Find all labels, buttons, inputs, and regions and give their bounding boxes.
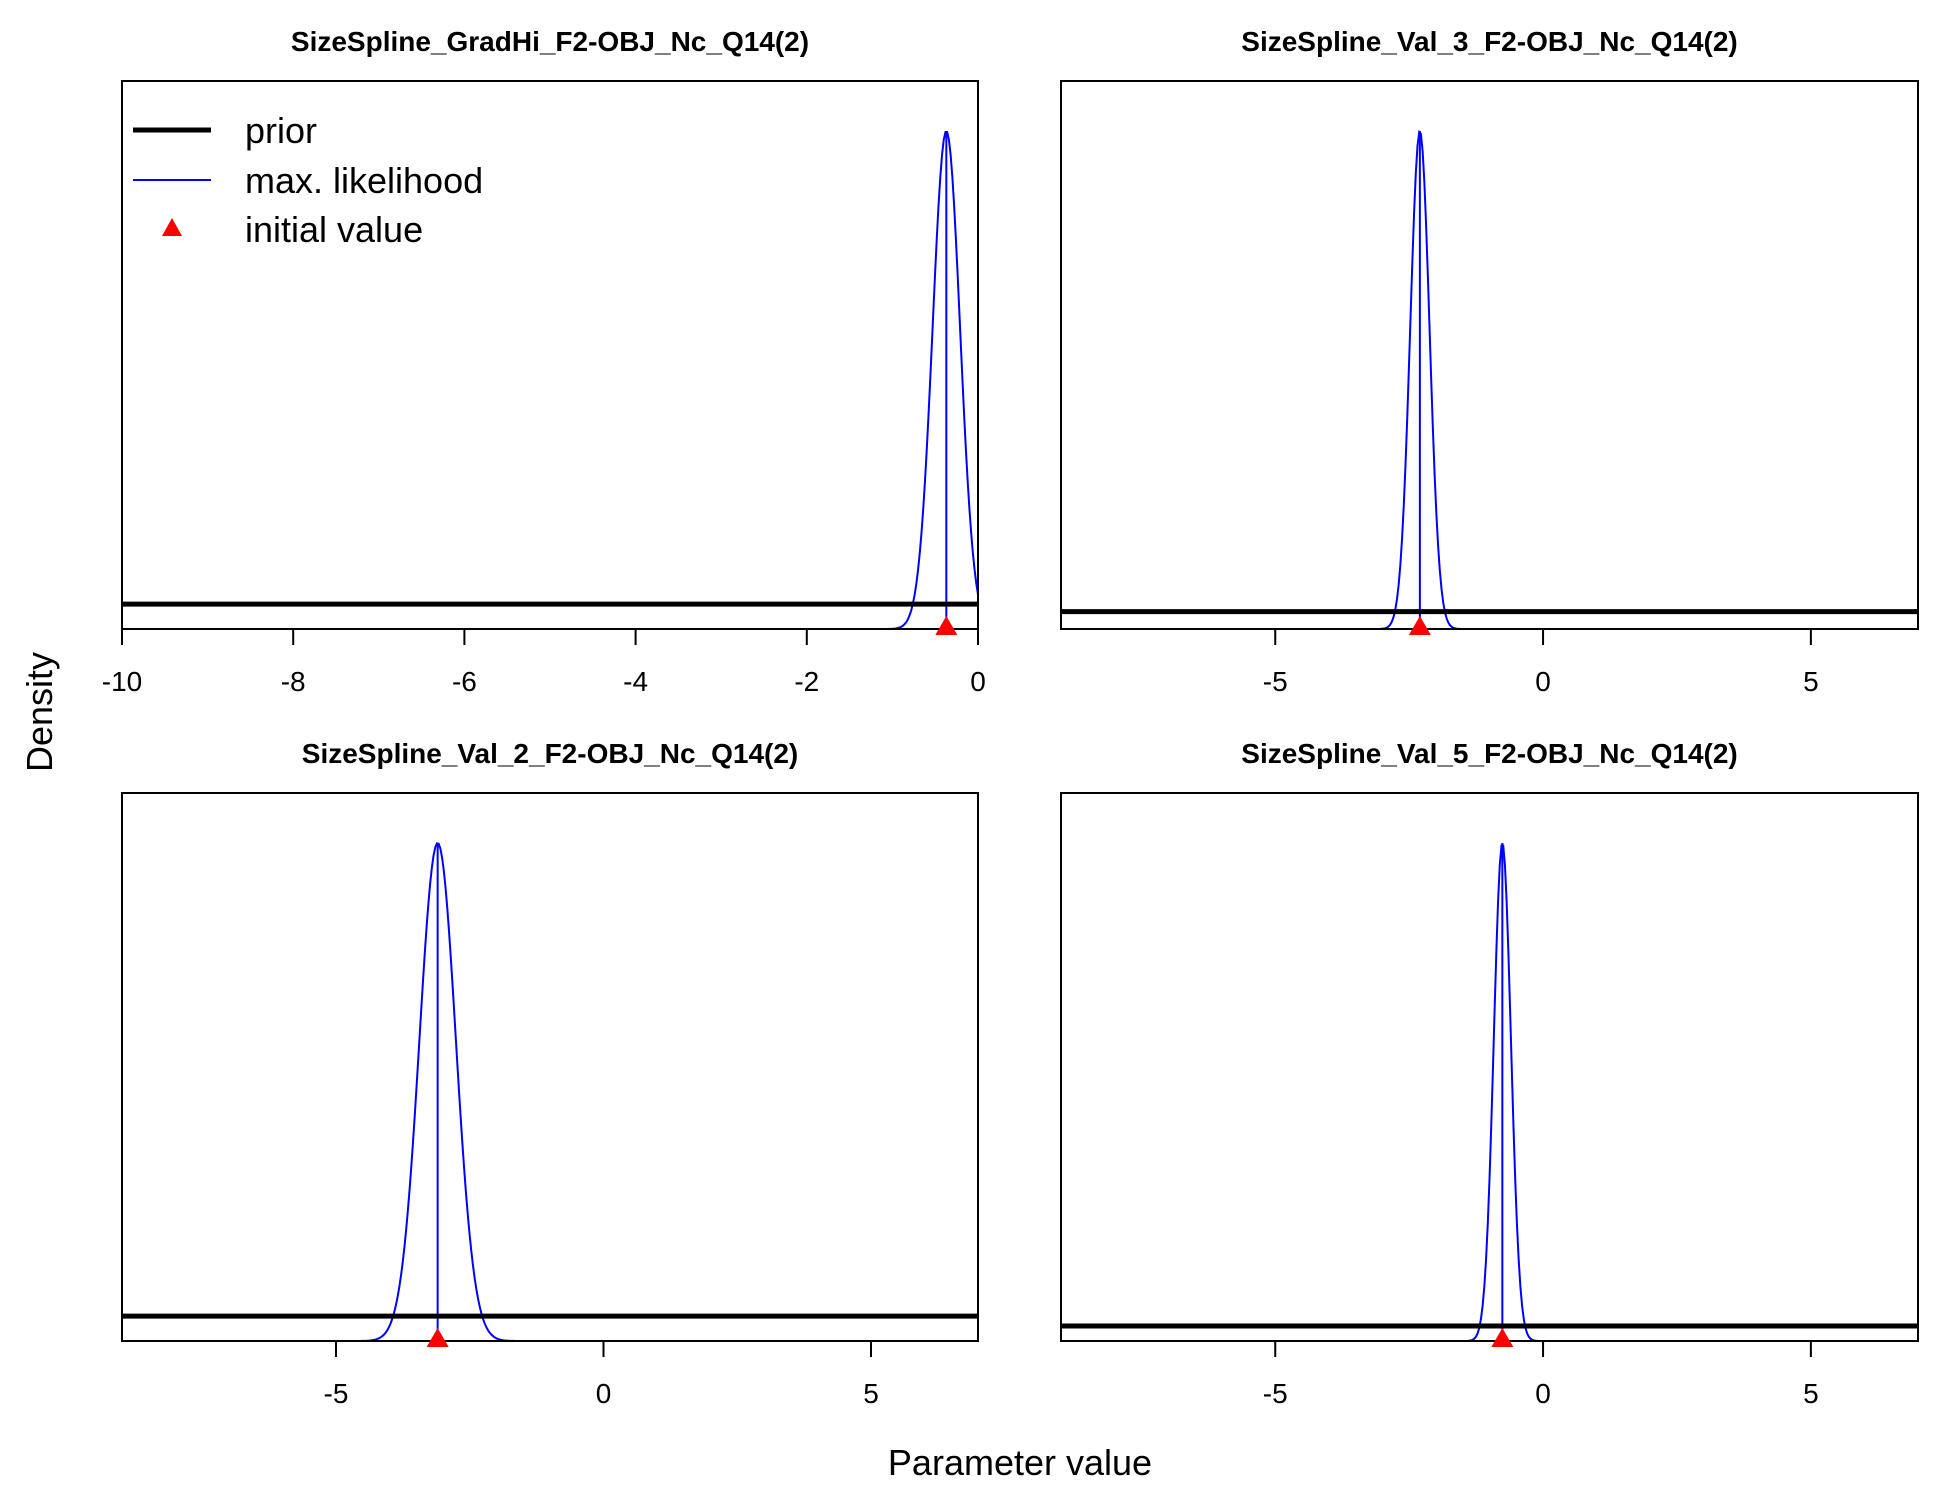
panels: SizeSpline_GradHi_F2-OBJ_Nc_Q14(2) -10 -8 -… — [102, 26, 1919, 1409]
legend-entry-2: max. likelihood — [133, 160, 483, 201]
x-tick-label: -6 — [452, 666, 477, 697]
x-tick-label: -5 — [1263, 666, 1288, 697]
x-tick-label: -5 — [324, 1378, 349, 1409]
x-tick-label: 0 — [970, 666, 986, 697]
x-tick-label: 0 — [1535, 1378, 1551, 1409]
panel-title: SizeSpline_GradHi_F2-OBJ_Nc_Q14(2) — [291, 26, 809, 57]
mle-density-curve — [122, 842, 978, 1341]
mle-density-curve — [1061, 844, 1918, 1341]
x-axis-title: Parameter value — [888, 1442, 1152, 1483]
panel-title: SizeSpline_Val_5_F2-OBJ_Nc_Q14(2) — [1241, 738, 1737, 769]
initial-value-marker — [1408, 616, 1431, 635]
plot-frame — [121, 792, 979, 1342]
initial-value-marker — [935, 616, 958, 635]
x-tick-label: -5 — [1263, 1378, 1288, 1409]
panel-3: SizeSpline_Val_2_F2-OBJ_Nc_Q14(2) -5 0 5 — [121, 738, 979, 1409]
legend-label: max. likelihood — [245, 160, 483, 201]
mle-density-curve — [1061, 129, 1918, 629]
initial-value-marker — [1491, 1328, 1514, 1347]
legend-entry-3: initial value — [162, 209, 423, 250]
mle-density-curve — [122, 130, 978, 629]
panel-2: SizeSpline_Val_3_F2-OBJ_Nc_Q14(2) -5 0 5 — [1060, 26, 1919, 697]
x-tick-label: -2 — [794, 666, 819, 697]
y-axis-title: Density — [19, 652, 60, 772]
x-tick-label: 0 — [596, 1378, 612, 1409]
plot-frame — [1060, 792, 1919, 1342]
panel-4: SizeSpline_Val_5_F2-OBJ_Nc_Q14(2) -5 0 5 — [1060, 738, 1919, 1409]
x-tick-label: -10 — [102, 666, 142, 697]
x-tick-label: 5 — [1803, 666, 1819, 697]
legend-label: initial value — [245, 209, 423, 250]
plot-frame — [121, 80, 979, 630]
panel-1: SizeSpline_GradHi_F2-OBJ_Nc_Q14(2) -10 -8 -… — [102, 26, 986, 697]
x-tick-label: -8 — [281, 666, 306, 697]
legend: prior max. likelihood initial value — [133, 110, 483, 250]
panel-title: SizeSpline_Val_3_F2-OBJ_Nc_Q14(2) — [1241, 26, 1737, 57]
x-tick-label: 5 — [1803, 1378, 1819, 1409]
x-tick-label: 5 — [863, 1378, 879, 1409]
x-tick-label: -4 — [623, 666, 648, 697]
plot-frame — [1060, 80, 1919, 630]
x-tick-label: 0 — [1535, 666, 1551, 697]
legend-label: prior — [245, 110, 317, 151]
initial-value-marker — [426, 1328, 449, 1347]
legend-swatch — [162, 218, 182, 236]
legend-entry-1: prior — [133, 110, 317, 151]
panel-title: SizeSpline_Val_2_F2-OBJ_Nc_Q14(2) — [302, 738, 798, 769]
